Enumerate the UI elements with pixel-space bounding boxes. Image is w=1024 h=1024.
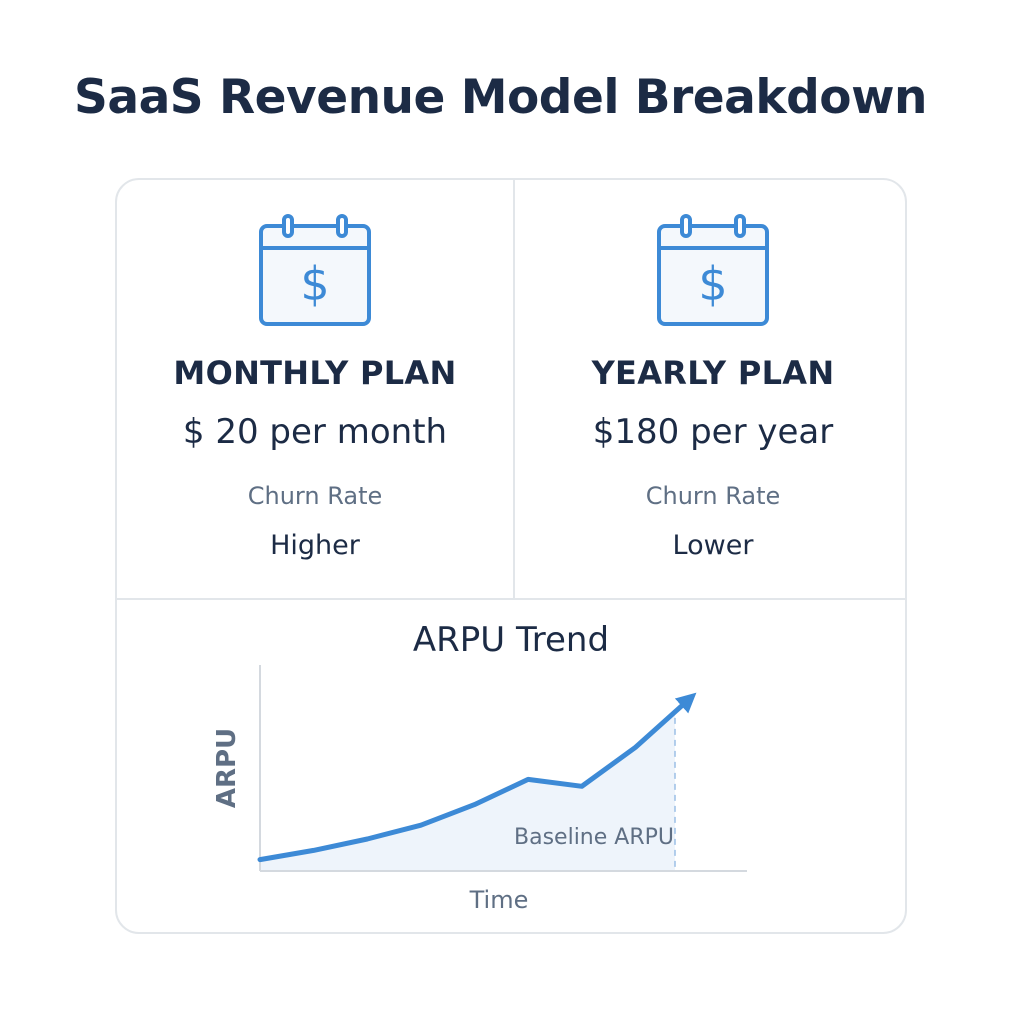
svg-text:$: $ bbox=[698, 257, 727, 311]
arpu-trend-chart: Baseline ARPU Time ARPU bbox=[212, 665, 747, 914]
data-point bbox=[258, 857, 263, 862]
data-point bbox=[579, 784, 584, 789]
plan-price: $ 20 per month bbox=[182, 412, 448, 452]
annotation-label: Baseline ARPU bbox=[514, 825, 674, 850]
area-fill bbox=[260, 711, 675, 871]
x-axis-label: Time bbox=[469, 886, 529, 914]
calendar-dollar-icon: $ bbox=[259, 214, 371, 326]
svg-text:$: $ bbox=[300, 257, 329, 311]
arpu-series-line bbox=[257, 692, 697, 863]
churn-rate-label: Churn Rate bbox=[247, 482, 383, 510]
plan-price: $180 per year bbox=[592, 412, 834, 452]
plan-name: YEARLY PLAN bbox=[591, 354, 835, 392]
monthly-plan-panel: $ MONTHLY PLAN $ 20 per month Churn Rate… bbox=[117, 180, 513, 598]
plan-name: MONTHLY PLAN bbox=[173, 354, 457, 392]
horizontal-divider bbox=[117, 598, 905, 600]
y-axis-label: ARPU bbox=[212, 728, 242, 808]
data-point bbox=[687, 697, 692, 702]
data-point bbox=[633, 745, 638, 750]
page-title: SaaS Revenue Model Breakdown bbox=[74, 70, 927, 125]
churn-rate-label: Churn Rate bbox=[645, 482, 781, 510]
yearly-plan-panel: $ YEARLY PLAN $180 per year Churn Rate L… bbox=[515, 180, 911, 598]
calendar-dollar-icon: $ bbox=[657, 214, 769, 326]
data-point bbox=[472, 802, 477, 807]
data-point bbox=[311, 848, 316, 853]
churn-rate-value: Higher bbox=[270, 530, 360, 561]
data-point bbox=[418, 823, 423, 828]
vertical-divider bbox=[513, 180, 515, 600]
churn-rate-value: Lower bbox=[672, 530, 754, 561]
data-point bbox=[365, 837, 370, 842]
chart-title: ARPU Trend bbox=[412, 620, 610, 660]
data-point bbox=[526, 777, 531, 782]
revenue-card: $ MONTHLY PLAN $ 20 per month Churn Rate… bbox=[115, 178, 907, 934]
